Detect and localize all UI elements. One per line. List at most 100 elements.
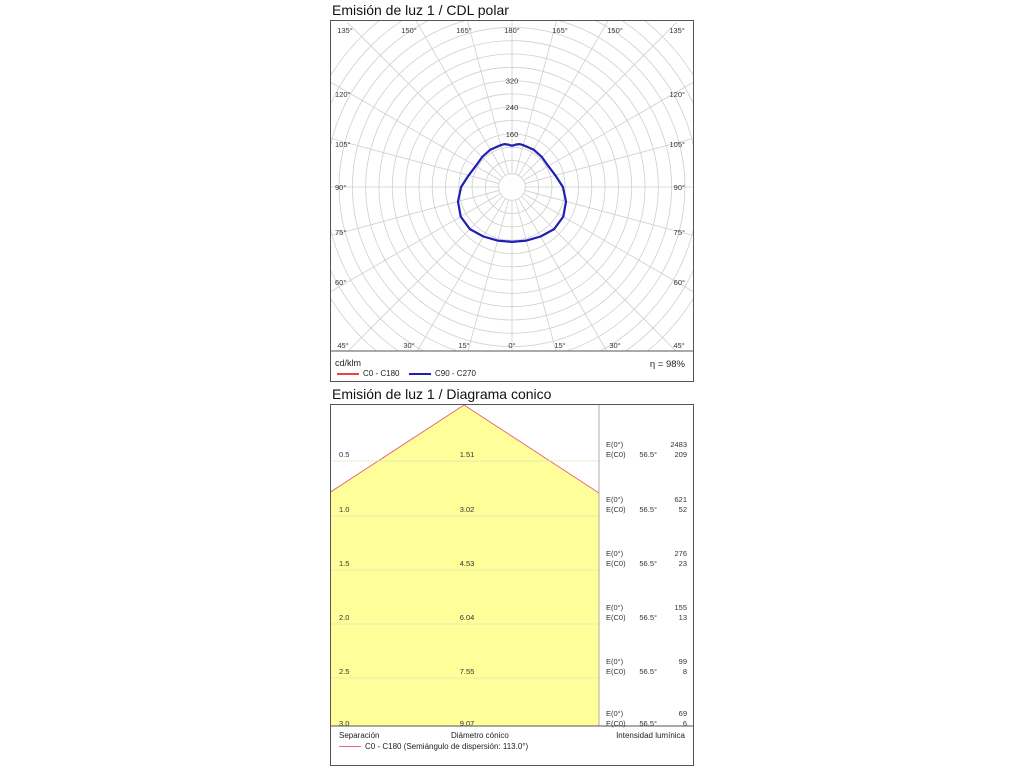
row-e0-value: 69 xyxy=(679,709,687,718)
angle-label-bottom: 0° xyxy=(508,341,515,350)
angle-label-top: 150° xyxy=(401,26,417,35)
series-line-c90-c270 xyxy=(456,143,568,243)
legend-label-c0: C0 - C180 xyxy=(363,369,400,378)
row-ec0-label: E(C0) xyxy=(606,613,626,622)
polar-grid-circle xyxy=(498,173,526,201)
polar-grid-spoke xyxy=(467,199,509,351)
polar-grid-spoke xyxy=(331,138,500,184)
polar-grid-spoke xyxy=(415,21,506,176)
angle-label-top: 180° xyxy=(504,26,520,35)
radial-tick-label: 320 xyxy=(506,77,519,86)
row-ec0-label: E(C0) xyxy=(606,667,626,676)
polar-grid xyxy=(331,21,693,351)
polar-grid-spoke xyxy=(521,196,677,351)
row-diameter-label: 3.02 xyxy=(460,505,475,514)
row-diameter-label: 9.07 xyxy=(460,719,475,728)
angle-label-right: 105° xyxy=(669,140,685,149)
angle-label-left: 75° xyxy=(335,228,346,237)
cone-edge-right xyxy=(463,404,600,494)
angle-label-bottom: 30° xyxy=(403,341,414,350)
cone-chart-frame: 0.5 1.51 E(0°) E(C0) 56.5° 2483 209 1.0 3.02 E(0°… xyxy=(330,404,694,766)
angle-label-right: 60° xyxy=(674,278,685,287)
row-separation-label: 0.5 xyxy=(339,450,349,459)
row-angle-label: 56.5° xyxy=(639,505,657,514)
polar-grid-spoke xyxy=(523,193,693,292)
column-header-intensity: Intensidad lumínica xyxy=(616,731,685,740)
cone-fill xyxy=(331,405,599,726)
cone-chart-title: Emisión de luz 1 / Diagrama conico xyxy=(332,386,552,402)
row-e0-value: 276 xyxy=(674,549,687,558)
cone-edge-left xyxy=(330,404,465,493)
polar-grid-spoke xyxy=(331,82,501,181)
row-diameter-label: 7.55 xyxy=(460,667,475,676)
polar-grid-spoke xyxy=(524,190,693,236)
row-ec0-value: 8 xyxy=(683,667,687,676)
polar-grid-spoke xyxy=(524,138,693,184)
polar-grid-spoke xyxy=(515,21,557,175)
legend-c90-c270: C90 - C270 xyxy=(409,369,476,378)
row-angle-label: 56.5° xyxy=(639,450,657,459)
angle-label-bottom: 15° xyxy=(554,341,565,350)
legend-label-c90: C90 - C270 xyxy=(435,369,476,378)
row-ec0-value: 52 xyxy=(679,505,687,514)
angle-label-bottom: 45° xyxy=(673,341,684,350)
row-separation-label: 2.5 xyxy=(339,667,349,676)
angle-label-right: 75° xyxy=(674,228,685,237)
row-e0-label: E(0°) xyxy=(606,603,624,612)
row-e0-label: E(0°) xyxy=(606,709,624,718)
cone-legend-swatch xyxy=(339,746,361,748)
row-angle-label: 56.5° xyxy=(639,667,657,676)
unit-label: cd/klm xyxy=(335,358,362,368)
row-e0-label: E(0°) xyxy=(606,440,624,449)
row-e0-label: E(0°) xyxy=(606,495,624,504)
row-e0-value: 2483 xyxy=(670,440,687,449)
row-ec0-value: 6 xyxy=(683,719,687,728)
legend-c0-c180: C0 - C180 xyxy=(337,369,399,378)
polar-grid-spoke xyxy=(347,22,503,178)
row-ec0-value: 209 xyxy=(674,450,687,459)
column-header-separation: Separación xyxy=(339,731,380,740)
radial-tick-label: 240 xyxy=(506,103,519,112)
radial-tick-label: 160 xyxy=(506,130,519,139)
legend-swatch-c0 xyxy=(337,372,359,375)
row-separation-label: 1.5 xyxy=(339,559,349,568)
polar-chart-title: Emisión de luz 1 / CDL polar xyxy=(332,2,509,18)
row-e0-value: 155 xyxy=(674,603,687,612)
row-diameter-label: 6.04 xyxy=(460,613,475,622)
cone-legend-label: C0 - C180 (Semiángulo de dispersión: 113… xyxy=(365,742,529,751)
row-e0-label: E(0°) xyxy=(606,657,624,666)
angle-label-top: 135° xyxy=(669,26,685,35)
row-ec0-label: E(C0) xyxy=(606,559,626,568)
angle-label-left: 60° xyxy=(335,278,346,287)
polar-grid-spoke xyxy=(518,21,609,176)
polar-chart-frame: 160 240 320 135° 150° 165° 180° 165° 150° 135° 45°… xyxy=(330,20,694,382)
angle-label-bottom: 15° xyxy=(458,341,469,350)
row-separation-label: 3.0 xyxy=(339,719,349,728)
cone-legend: C0 - C180 (Semiángulo de dispersión: 113… xyxy=(339,742,528,751)
angle-label-left: 105° xyxy=(335,140,351,149)
angle-label-top: 165° xyxy=(456,26,472,35)
polar-grid-spoke xyxy=(515,199,557,351)
column-header-diameter: Diámetro cónico xyxy=(451,731,509,740)
row-diameter-label: 4.53 xyxy=(460,559,475,568)
polar-grid-spoke xyxy=(347,196,503,351)
polar-grid-spoke xyxy=(518,198,608,351)
polar-grid-spoke xyxy=(523,82,693,181)
angle-label-left: 90° xyxy=(335,183,346,192)
polar-chart: 160 240 320 135° 150° 165° 180° 165° 150° 135° 45°… xyxy=(331,21,693,352)
row-separation-label: 1.0 xyxy=(339,505,349,514)
angle-label-right: 90° xyxy=(674,183,685,192)
angle-label-left: 120° xyxy=(335,90,351,99)
row-diameter-label: 1.51 xyxy=(460,450,475,459)
angle-label-top: 150° xyxy=(607,26,623,35)
polar-grid-spoke xyxy=(331,193,501,292)
row-ec0-value: 23 xyxy=(679,559,687,568)
row-ec0-value: 13 xyxy=(679,613,687,622)
polar-grid-spoke xyxy=(521,22,677,178)
row-angle-label: 56.5° xyxy=(639,559,657,568)
row-ec0-label: E(C0) xyxy=(606,450,626,459)
polar-grid-spoke xyxy=(467,21,509,175)
angle-label-bottom: 45° xyxy=(337,341,348,350)
angle-label-right: 120° xyxy=(669,90,685,99)
